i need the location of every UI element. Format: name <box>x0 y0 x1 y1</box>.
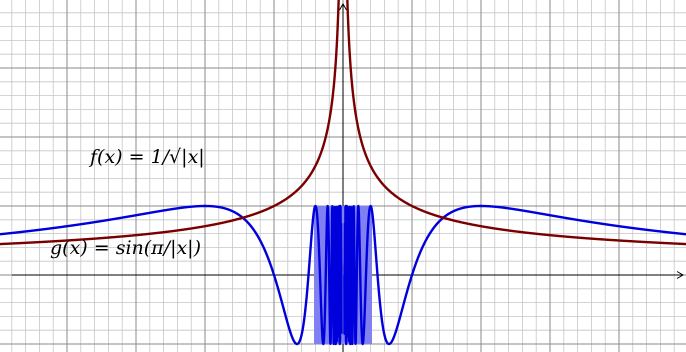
g-function-label: g(x) = sin(π/|x|) <box>50 237 201 259</box>
function-labels: f(x) = 1/√|x| g(x) = sin(π/|x|) <box>50 146 205 259</box>
f-function-label: f(x) = 1/√|x| <box>88 146 205 168</box>
f-curve-left <box>0 0 340 246</box>
f-curve-right <box>346 0 686 246</box>
g-curve-left <box>0 204 343 346</box>
g-curve-right <box>343 204 686 346</box>
y-axis-arrow <box>339 3 347 11</box>
x-axis-arrow <box>676 271 684 279</box>
